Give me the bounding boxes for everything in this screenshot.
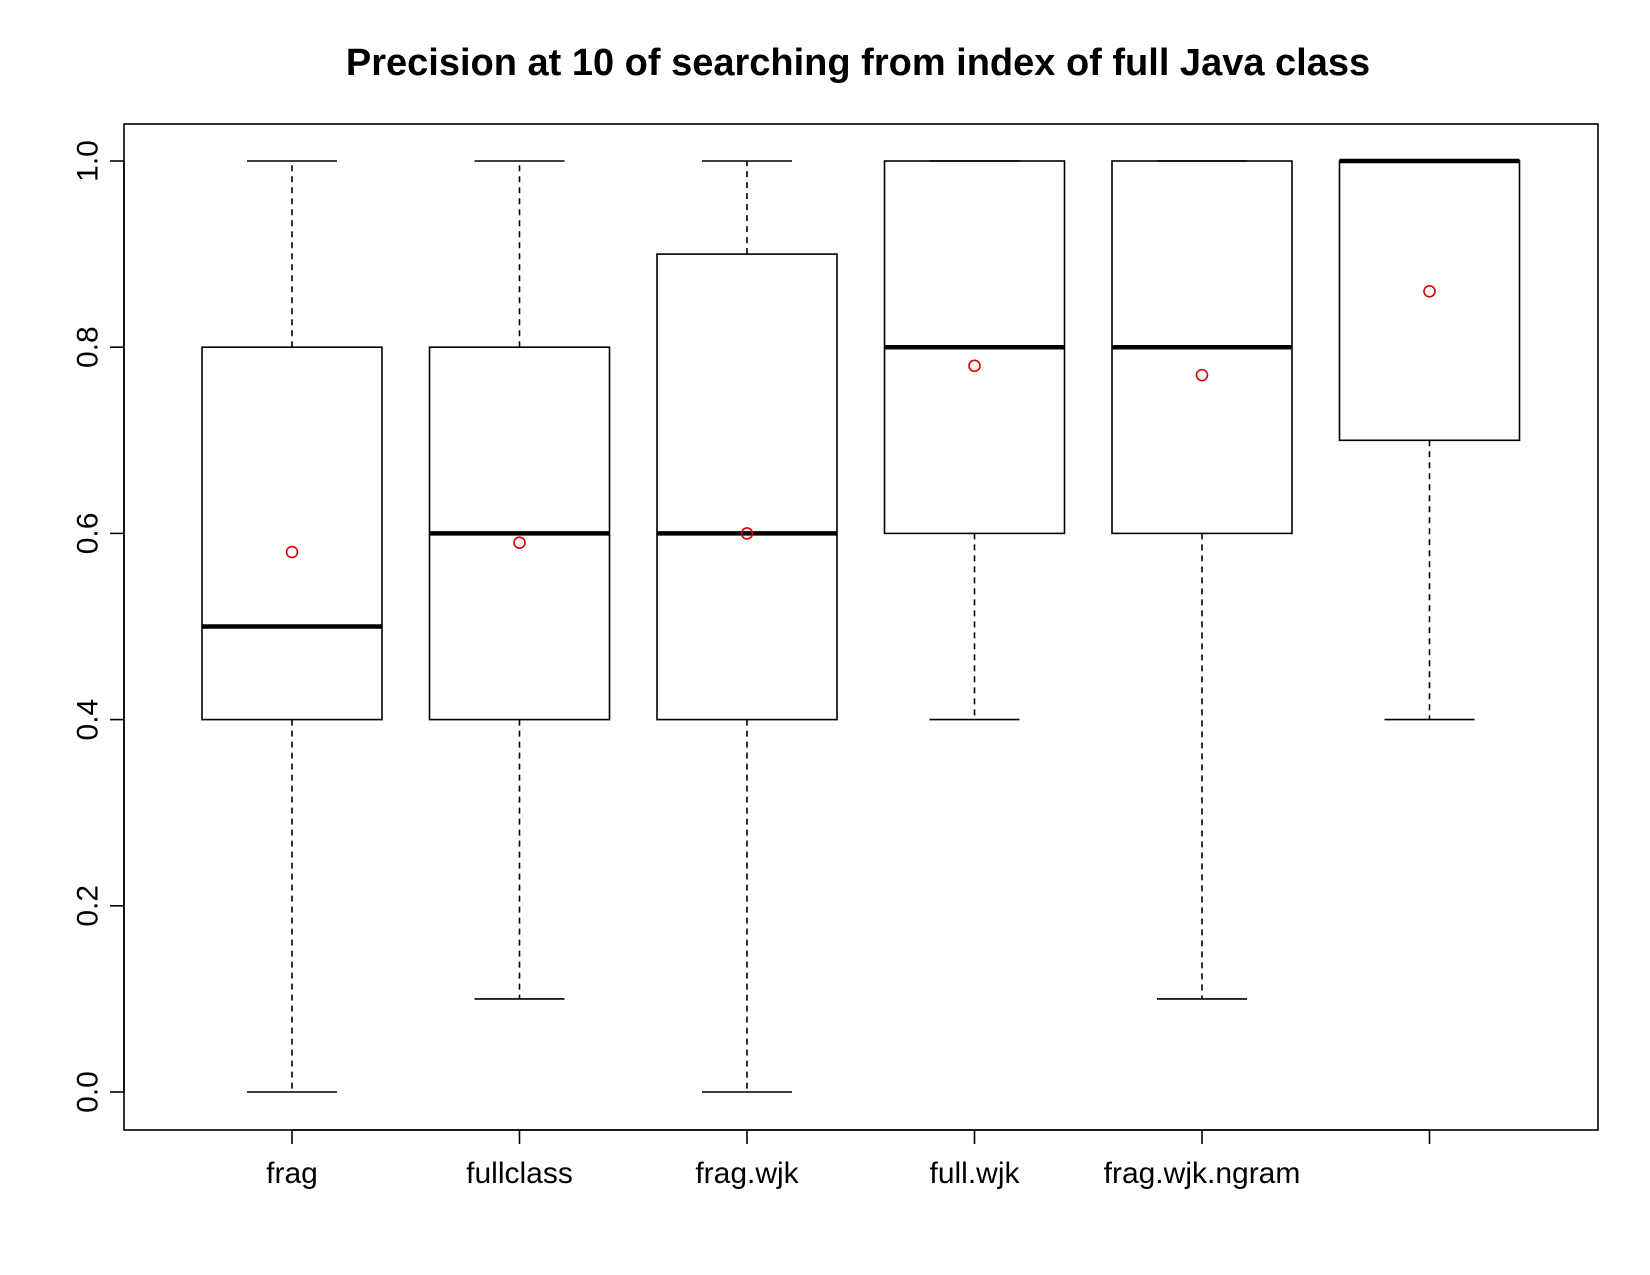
y-tick-label: 0.0 — [72, 1071, 105, 1113]
y-tick-label: 0.6 — [72, 513, 105, 555]
box-group — [656, 160, 838, 1093]
y-axis: 0.0 0.2 0.4 0.6 0.8 1.0 — [72, 140, 125, 1113]
mean-marker — [285, 545, 299, 559]
chart-title: Precision at 10 of searching from index … — [346, 42, 1370, 84]
box-group — [1338, 158, 1521, 721]
iqr-box — [201, 346, 383, 721]
box-group — [883, 160, 1066, 721]
iqr-box — [1338, 160, 1521, 442]
y-tick-label: 0.2 — [72, 885, 105, 927]
y-tick-label: 1.0 — [72, 140, 105, 182]
mean-marker — [740, 527, 754, 540]
x-tick-label: fullclass — [466, 1157, 573, 1190]
iqr-box — [656, 253, 838, 721]
y-tick-label: 0.8 — [72, 326, 105, 368]
x-tick-label: frag — [266, 1157, 318, 1190]
box-group — [428, 160, 611, 1000]
mean-marker — [1423, 285, 1436, 298]
mean-marker — [513, 536, 526, 550]
mean-marker — [1195, 368, 1209, 382]
box-group — [1111, 160, 1293, 1000]
x-tick-label: full.wjk — [929, 1157, 1020, 1190]
box-group — [201, 160, 383, 1093]
x-tick-label: frag.wjk — [695, 1157, 799, 1190]
x-tick-label: frag.wjk.ngram — [1104, 1157, 1301, 1190]
mean-marker — [968, 359, 981, 373]
x-axis: frag fullclass frag.wjk full.wjk frag.wjk.ng… — [266, 1129, 1431, 1190]
boxes-layer — [201, 158, 1521, 1093]
y-tick-label: 0.4 — [72, 699, 105, 741]
